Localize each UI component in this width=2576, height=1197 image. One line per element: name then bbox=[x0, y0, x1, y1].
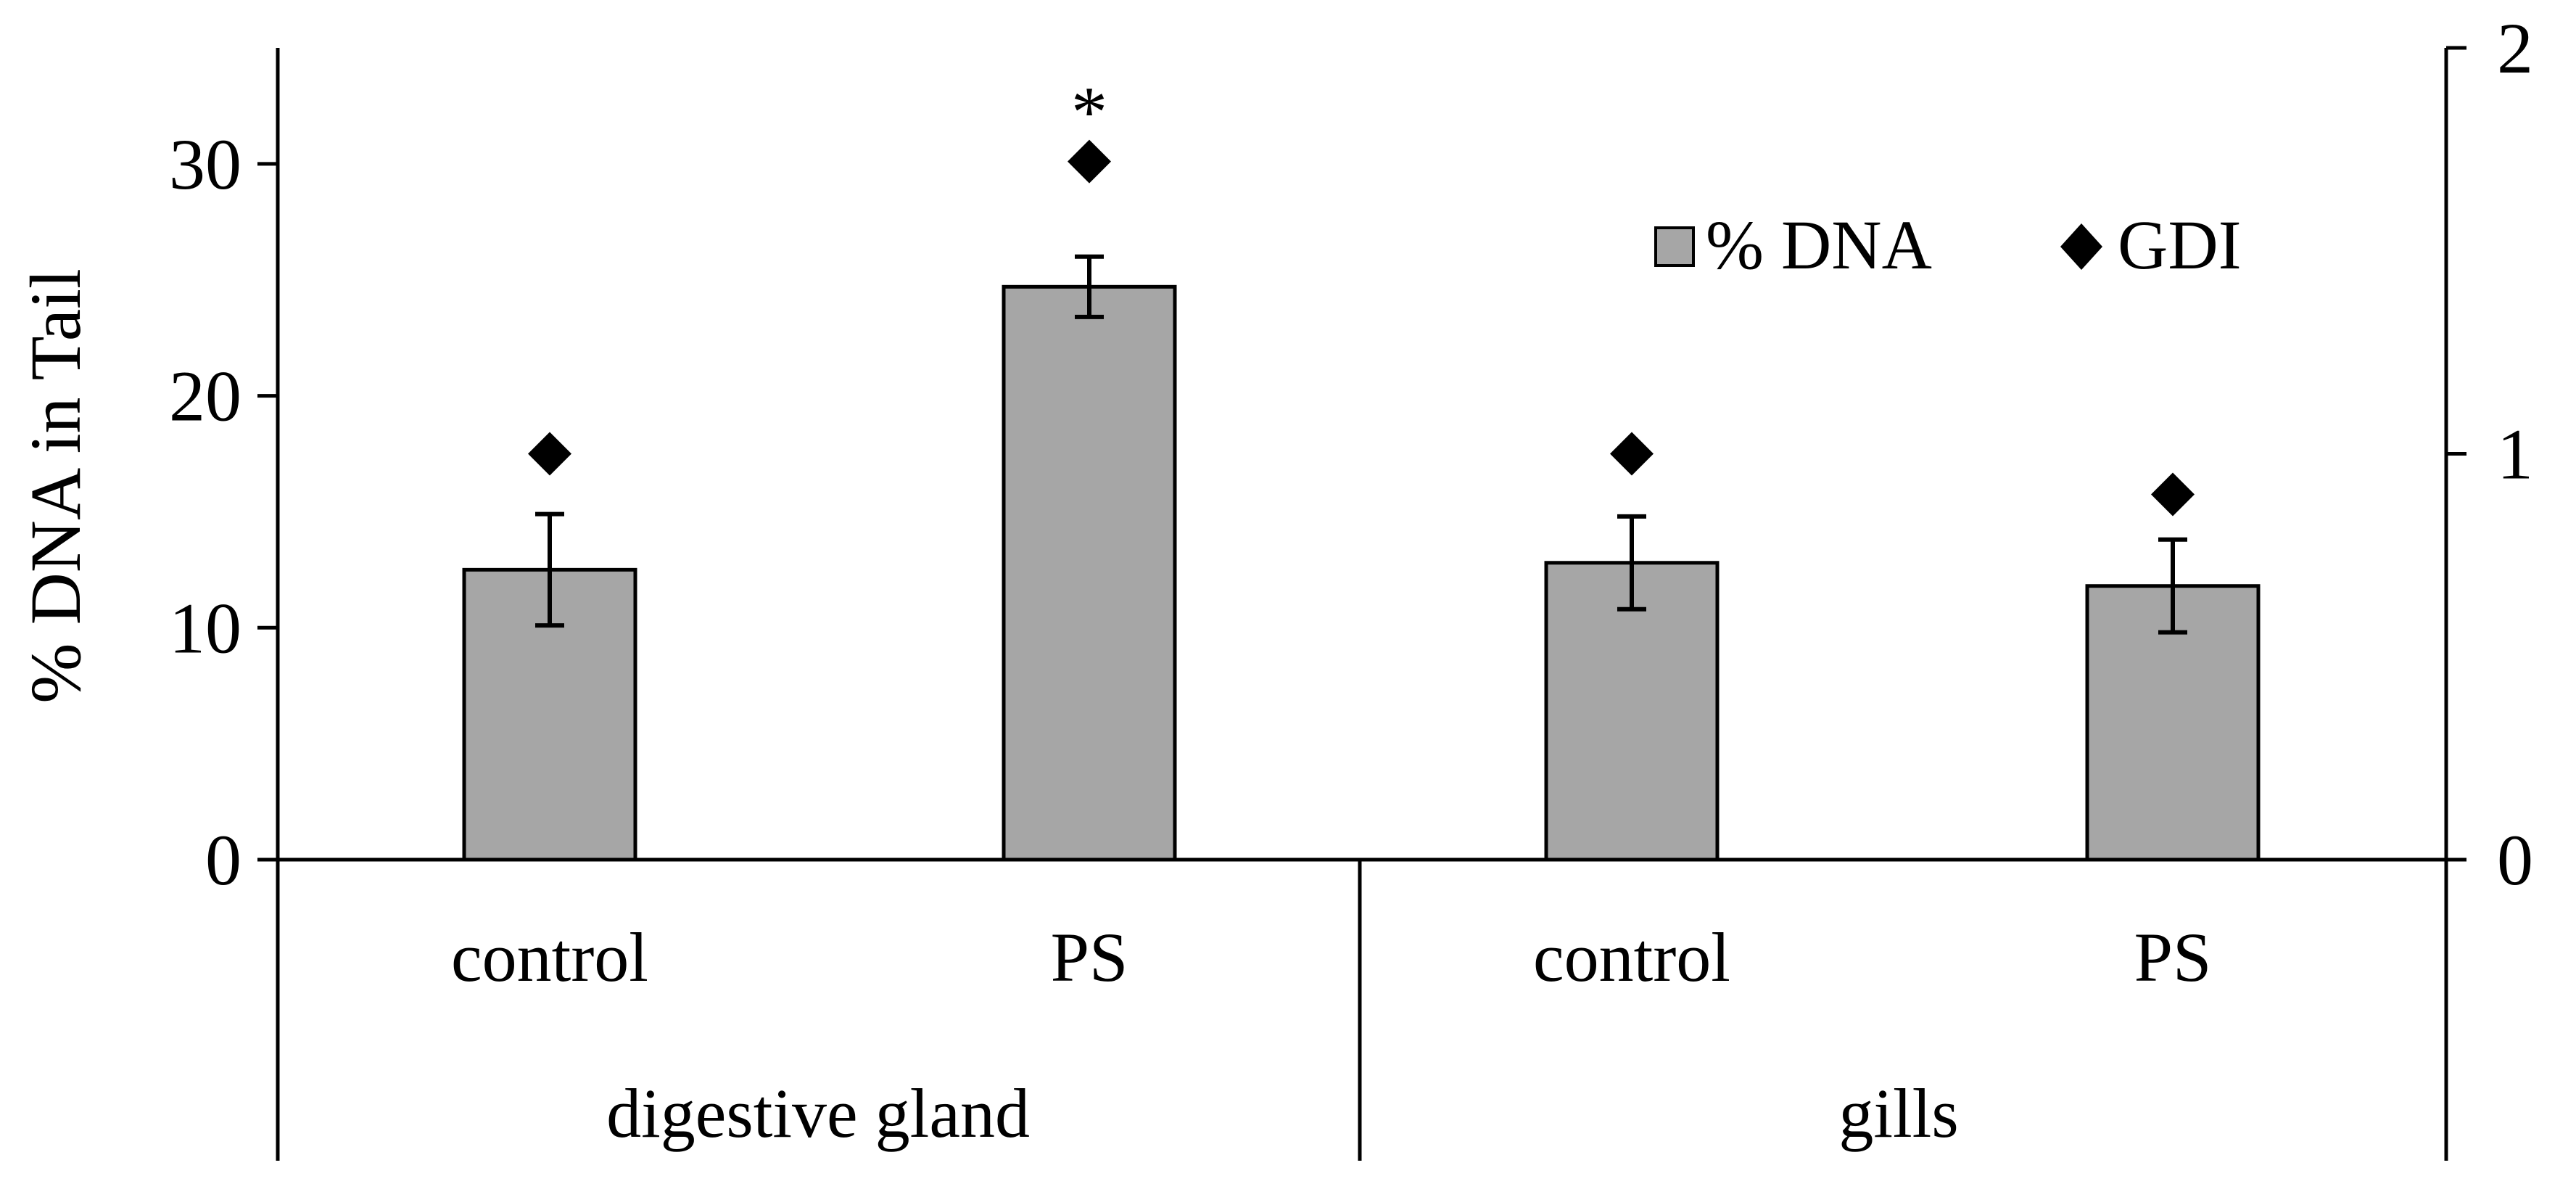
group-label-gills: gills bbox=[1838, 1074, 1958, 1152]
y2-tick-label: 0 bbox=[2497, 820, 2533, 900]
y-tick-label: 20 bbox=[169, 356, 242, 437]
category-label-gills-control: control bbox=[1533, 918, 1730, 996]
gdi-marker bbox=[2151, 472, 2195, 517]
gdi-markers bbox=[528, 139, 2195, 517]
legend: % DNA GDI bbox=[1654, 206, 2242, 284]
bar bbox=[1544, 561, 1720, 862]
y-tick-label: 10 bbox=[169, 588, 242, 668]
y2-tick-label: 1 bbox=[2497, 414, 2533, 495]
bar bbox=[1002, 284, 1177, 862]
y-tick-label: 30 bbox=[169, 124, 242, 205]
legend-swatch-gdi bbox=[2060, 223, 2102, 270]
group-label-digestive-gland: digestive gland bbox=[606, 1074, 1030, 1152]
gdi-marker bbox=[1068, 139, 1111, 184]
category-label-gills-ps: PS bbox=[2134, 918, 2212, 996]
y-axis-title: % DNA in Tail bbox=[15, 268, 96, 703]
category-label-digestive-control: control bbox=[451, 918, 648, 996]
y-tick-label: 0 bbox=[205, 820, 242, 900]
category-label-digestive-ps: PS bbox=[1051, 918, 1128, 996]
labels: 0 10 20 30 0 1 2 * bbox=[169, 8, 2533, 900]
legend-label-dna: % DNA bbox=[1706, 206, 1932, 284]
legend-swatch-dna bbox=[1654, 226, 1695, 267]
y2-tick-label: 2 bbox=[2497, 8, 2533, 89]
significance-asterisk: * bbox=[1071, 72, 1107, 152]
gdi-marker bbox=[1610, 432, 1654, 476]
legend-label-gdi: GDI bbox=[2118, 206, 2242, 284]
bars bbox=[462, 254, 2261, 862]
gdi-marker bbox=[528, 432, 571, 476]
